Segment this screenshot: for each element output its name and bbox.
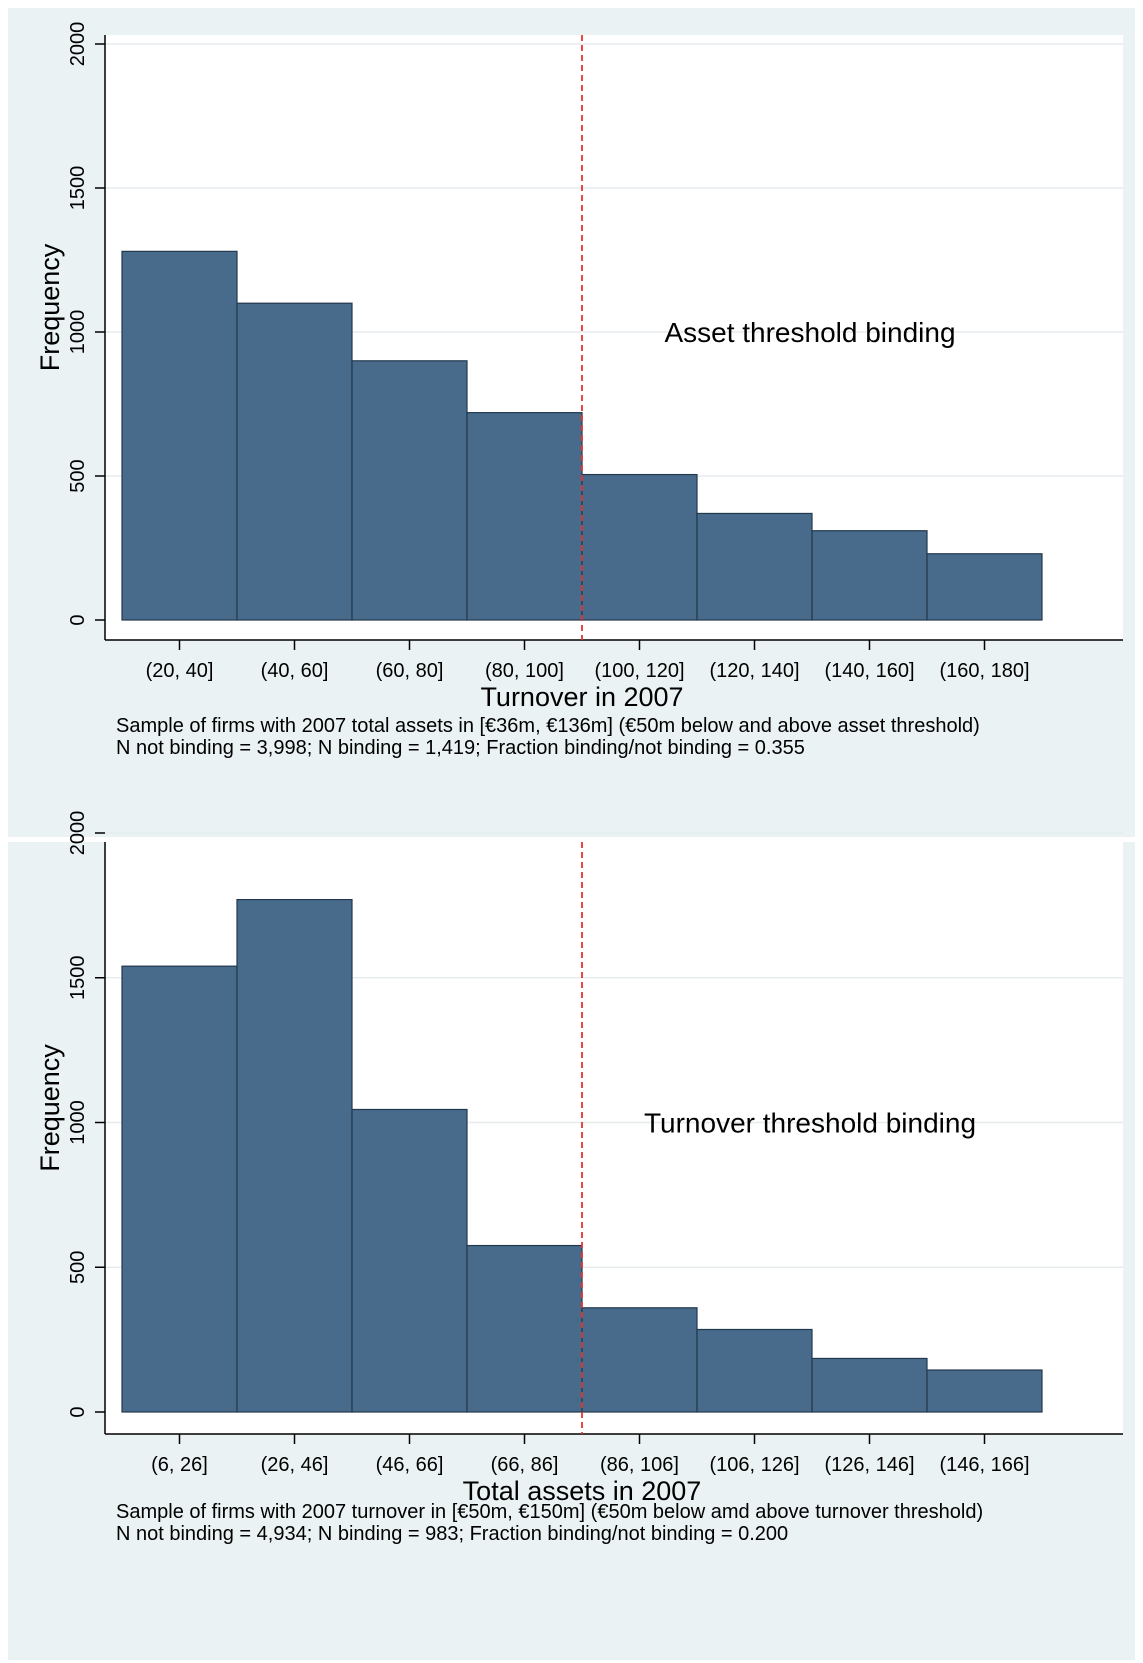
x-tick-label: (40, 60] (261, 660, 329, 682)
counts-note: N not binding = 3,998; N binding = 1,419… (116, 737, 805, 759)
y-tick-label: 500 (67, 459, 89, 492)
x-tick-label: (80, 100] (485, 660, 564, 682)
x-tick-label: (160, 180] (939, 660, 1029, 682)
y-tick-label: 0 (67, 1406, 89, 1417)
x-tick-label: (20, 40] (146, 660, 214, 682)
y-tick-label: 1000 (67, 310, 89, 355)
histogram-bar (581, 1307, 698, 1413)
y-tick-label: 1500 (67, 956, 89, 1001)
y-tick-label: 1500 (67, 166, 89, 211)
histogram-bar (466, 412, 583, 621)
histogram-bar (926, 1369, 1043, 1413)
x-tick-label: (66, 86] (491, 1454, 559, 1476)
threshold-annotation: Asset threshold binding (664, 317, 955, 348)
x-axis-title: Total assets in 2007 (463, 1476, 702, 1506)
x-tick-label: (86, 106] (600, 1454, 679, 1476)
y-tick-label: 2000 (67, 22, 89, 67)
histogram-bar (696, 1328, 813, 1413)
x-tick-label: (26, 46] (261, 1454, 329, 1476)
histogram-bar (351, 1108, 468, 1413)
y-axis-title: Frequency (35, 243, 65, 371)
histogram-bar (811, 530, 928, 621)
threshold-annotation: Turnover threshold binding (644, 1108, 976, 1139)
y-tick-label: 1000 (67, 1100, 89, 1145)
x-tick-label: (6, 26] (151, 1454, 208, 1476)
histogram-bar (466, 1244, 583, 1413)
x-tick-label: (126, 146] (824, 1454, 914, 1476)
histogram-bar (121, 250, 238, 621)
y-tick-label: 0 (67, 614, 89, 625)
histogram-panel-total-assets: 0 500 1000 1500 2000 (6, 26] (26, 46] (46, 66]… (8, 811, 1135, 1660)
counts-note: N not binding = 4,934; N binding = 983; … (116, 1523, 789, 1545)
histogram-panel-turnover: 0 500 1000 1500 2000 (20, 40] (40, 60] (60, 80… (8, 8, 1135, 837)
y-tick-label: 500 (67, 1251, 89, 1284)
histogram-bar (121, 965, 238, 1413)
sample-note: Sample of firms with 2007 total assets i… (116, 715, 980, 737)
histogram-chart-total-assets: 0 500 1000 1500 2000 (6, 26] (26, 46] (46, 66]… (35, 811, 1123, 1506)
histogram-bar (236, 302, 353, 621)
histogram-chart-turnover: 0 500 1000 1500 2000 (20, 40] (40, 60] (60, 80… (35, 22, 1123, 712)
x-tick-label: (146, 166] (939, 1454, 1029, 1476)
x-tick-label: (106, 126] (709, 1454, 799, 1476)
x-axis-title: Turnover in 2007 (480, 682, 683, 712)
histogram-bar (351, 360, 468, 621)
x-tick-label: (100, 120] (594, 660, 684, 682)
x-tick-label: (60, 80] (376, 660, 444, 682)
y-axis-title: Frequency (35, 1044, 65, 1172)
histogram-bar (696, 512, 813, 621)
histogram-bar (581, 473, 698, 621)
x-tick-label: (46, 66] (376, 1454, 444, 1476)
histogram-bar (926, 553, 1043, 621)
y-tick-label: 2000 (67, 811, 89, 856)
histogram-bar (811, 1357, 928, 1413)
x-tick-label: (140, 160] (824, 660, 914, 682)
histogram-bar (236, 898, 353, 1413)
x-tick-label: (120, 140] (709, 660, 799, 682)
sample-note: Sample of firms with 2007 turnover in [€… (116, 1501, 984, 1523)
